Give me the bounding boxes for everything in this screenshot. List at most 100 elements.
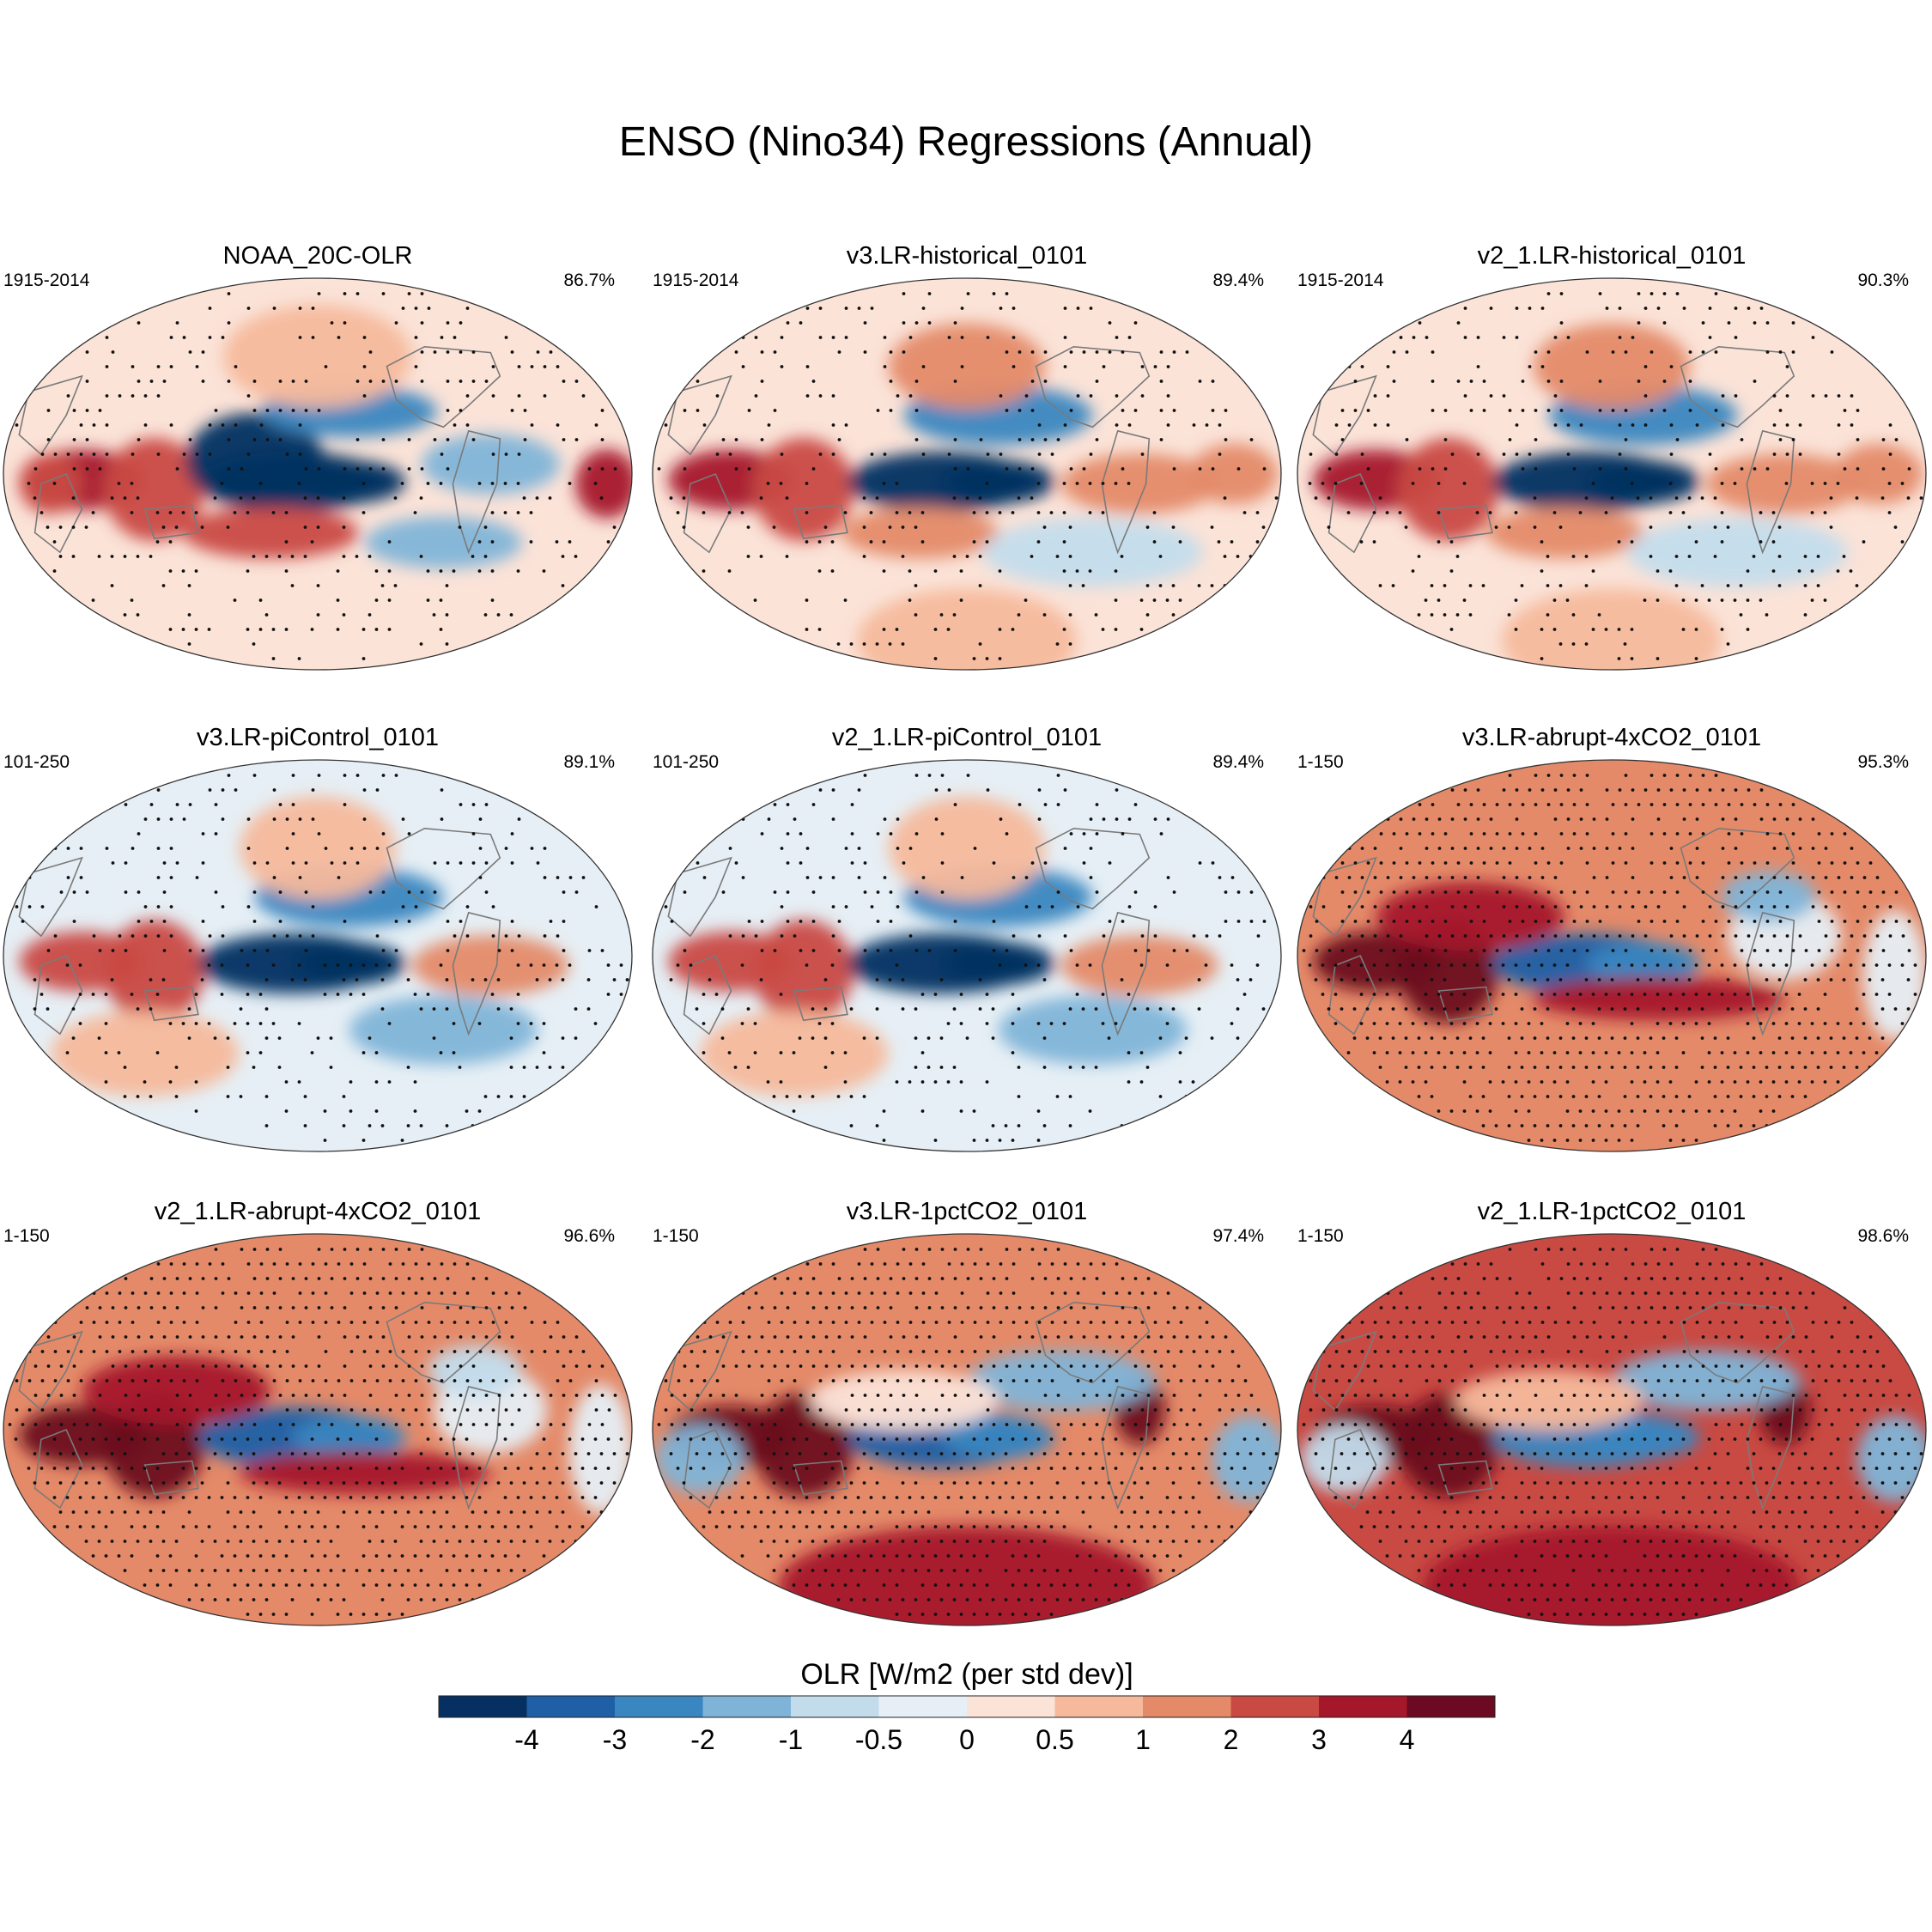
correlation-label: 96.6% [563, 1226, 615, 1246]
anomaly-region [104, 438, 205, 542]
colorbar-tick-label: 1 [1135, 1724, 1151, 1755]
anomaly-region [349, 995, 538, 1065]
period-label: 1-150 [1297, 1226, 1344, 1246]
continent-outline [1680, 1301, 1795, 1384]
stippling [653, 1248, 1279, 1616]
panel-title: v3.LR-1pctCO2_0101 [847, 1198, 1088, 1225]
period-label: 1-150 [3, 1226, 50, 1246]
colorbar-swatch [1054, 1696, 1143, 1717]
panel-title: v3.LR-abrupt-4xCO2_0101 [1462, 724, 1761, 751]
anomaly-region [239, 796, 397, 900]
map-border [3, 1233, 633, 1626]
anomaly-region [1705, 453, 1863, 514]
continent-outline [1437, 504, 1493, 540]
continent-outline [1746, 1385, 1795, 1510]
anomaly-region [1862, 910, 1926, 1041]
anomaly-region [50, 1010, 240, 1097]
continent-outline [1680, 345, 1795, 428]
map-border [652, 1233, 1282, 1626]
colorbar-swatch [791, 1696, 879, 1717]
continent-outline [452, 1385, 501, 1510]
map-border [1297, 759, 1927, 1152]
colorbar-swatch [439, 1696, 527, 1717]
anomaly-region [753, 920, 854, 1024]
anomaly-region [753, 438, 854, 542]
continent-outline [667, 856, 732, 938]
stippling [15, 292, 617, 660]
colorbar-tick-label: 0 [959, 1724, 975, 1755]
stippling [664, 774, 1267, 1142]
anomaly-region [575, 449, 632, 519]
continent-outline [1327, 1428, 1377, 1510]
map-border [1297, 277, 1927, 671]
panels: NOAA_20C-OLR 1915-2014 86.7% v3.LR-historic… [3, 242, 1927, 1626]
anomaly-region [941, 1416, 1055, 1460]
anomaly-region [568, 1384, 632, 1515]
continent-outline [1101, 429, 1151, 555]
anomaly-region [239, 1451, 491, 1495]
colorbar-tick-label: 3 [1311, 1724, 1327, 1755]
anomaly-region [1300, 1425, 1389, 1494]
colorbar-tick-label: -2 [690, 1724, 714, 1755]
continent-outline [1327, 954, 1377, 1036]
main-title: ENSO (Nino34) Regressions (Annual) [619, 119, 1313, 165]
map-panel: v3.LR-historical_0101 1915-2014 89.4% [652, 242, 1282, 671]
colorbar-tick-label: -1 [779, 1724, 803, 1755]
anomaly-region [1398, 1394, 1499, 1498]
colorbar-frame [438, 1695, 1496, 1718]
correlation-label: 95.3% [1857, 752, 1909, 772]
anomaly-region [888, 323, 1046, 410]
anomaly-region [982, 518, 1203, 587]
anomaly-region [1533, 977, 1785, 1021]
period-label: 1915-2014 [3, 270, 90, 290]
map-panel: v2_1.LR-1pctCO2_0101 1-150 98.6% [1297, 1198, 1927, 1626]
anomaly-region [411, 935, 569, 996]
anomaly-region [753, 1394, 854, 1498]
map-panel: v3.LR-1pctCO2_0101 1-150 97.4% [652, 1198, 1282, 1626]
anomaly-region [941, 942, 1055, 986]
panel-title: NOAA_20C-OLR [223, 242, 413, 270]
anomaly-region [364, 516, 522, 568]
colorbar-tick-label: 0.5 [1036, 1724, 1073, 1755]
continent-outline [683, 954, 732, 1036]
anomaly-region [82, 1356, 271, 1425]
stippling [1297, 1248, 1923, 1616]
anomaly-region [1060, 453, 1218, 514]
period-label: 1-150 [653, 1226, 699, 1246]
anomaly-region [1627, 518, 1848, 587]
stippling [3, 774, 629, 1142]
colorbar-tick-label: 2 [1224, 1724, 1239, 1755]
continent-outline [1312, 856, 1377, 938]
anomaly-region [292, 942, 406, 986]
anomaly-region [1455, 1370, 1643, 1431]
anomaly-region [428, 1345, 522, 1397]
continent-outline [18, 856, 83, 938]
period-label: 101-250 [3, 752, 70, 772]
anomaly-region [778, 1526, 1156, 1625]
anomaly-region [856, 588, 1078, 670]
correlation-label: 89.4% [1212, 752, 1264, 772]
correlation-label: 86.7% [563, 270, 615, 290]
anomaly-region [655, 1425, 744, 1494]
anomaly-region [421, 434, 560, 495]
panel-title: v3.LR-historical_0101 [847, 242, 1087, 270]
anomaly-region [104, 920, 205, 1024]
continent-outline [1312, 1330, 1377, 1412]
period-label: 101-250 [653, 752, 719, 772]
continent-outline [1035, 345, 1151, 428]
panel-title: v2_1.LR-abrupt-4xCO2_0101 [155, 1198, 481, 1225]
anomaly-region [223, 305, 412, 409]
map-panel: v2_1.LR-piControl_0101 101-250 89.4% [652, 724, 1282, 1152]
map-panel: v3.LR-abrupt-4xCO2_0101 1-150 95.3% [1297, 724, 1927, 1152]
continent-outline [18, 374, 83, 456]
correlation-label: 89.1% [563, 752, 615, 772]
colorbar-tick-label: 4 [1400, 1724, 1415, 1755]
map-border [652, 277, 1282, 671]
continent-outline [1035, 827, 1151, 910]
period-label: 1915-2014 [653, 270, 739, 290]
period-label: 1-150 [1297, 752, 1344, 772]
anomaly-region [888, 796, 1046, 900]
continent-outline [386, 827, 501, 910]
map-border [652, 759, 1282, 1152]
continent-outline [386, 1301, 501, 1384]
